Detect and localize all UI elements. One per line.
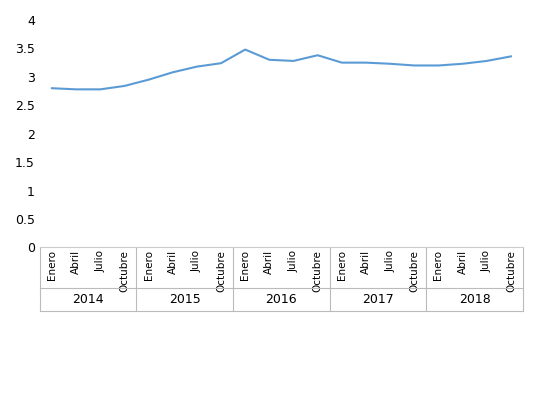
Text: 2014: 2014	[73, 293, 104, 306]
Text: 2018: 2018	[459, 293, 491, 306]
Text: 2017: 2017	[362, 293, 394, 306]
Text: 2015: 2015	[169, 293, 201, 306]
Text: 2016: 2016	[266, 293, 297, 306]
